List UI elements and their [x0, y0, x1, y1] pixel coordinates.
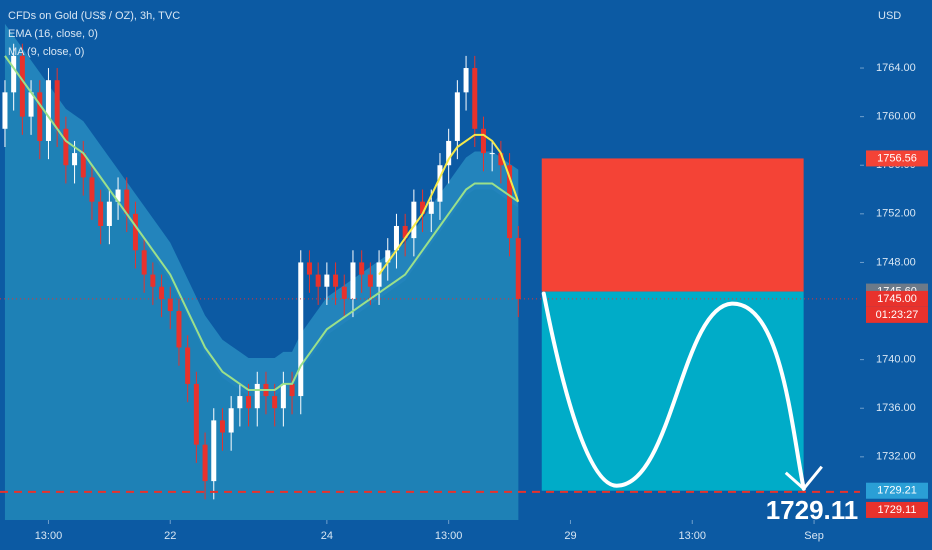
candle-body: [393, 225, 399, 251]
candle-body: [202, 444, 208, 482]
candle-body: [315, 274, 321, 287]
candle-body: [437, 165, 443, 202]
candle-body: [2, 92, 8, 129]
candle-body: [411, 201, 417, 239]
candle-body: [115, 189, 121, 202]
y-tick-label: 1752.00: [876, 208, 916, 220]
candle-body: [367, 274, 373, 287]
candle-body: [454, 92, 460, 141]
x-tick-label: 24: [321, 530, 333, 542]
candle-body: [489, 153, 495, 155]
target-line-label-bg: [866, 501, 928, 518]
candle-body: [54, 80, 60, 129]
candle-body: [72, 153, 78, 166]
countdown: 01:23:27: [876, 309, 919, 321]
candle-body: [359, 262, 365, 275]
legend-title: CFDs on Gold (US$ / OZ), 3h, TVC: [8, 10, 180, 22]
candle-body: [219, 420, 225, 433]
candle-body: [298, 262, 304, 397]
candle-body: [402, 225, 408, 239]
candle-body: [246, 396, 252, 409]
candle-body: [124, 189, 130, 214]
candle-body: [272, 396, 278, 409]
candle-body: [254, 383, 260, 409]
indicator-line: [4, 55, 519, 391]
candle-body: [341, 286, 347, 299]
y-tick-label: 1748.00: [876, 256, 916, 268]
candle-body: [463, 68, 469, 93]
legend-ma: MA (9, close, 0): [8, 46, 84, 58]
candle-body: [228, 408, 234, 433]
candle-body: [141, 250, 147, 275]
candle-body: [446, 140, 452, 166]
x-tick-label: 13:00: [678, 530, 706, 542]
candle-body: [306, 262, 312, 275]
last-price-label-bg: [866, 290, 928, 307]
stop-label-bg: [866, 150, 928, 167]
candle-body: [89, 177, 95, 202]
candle-body: [428, 201, 434, 214]
countdown-bg: [866, 306, 928, 323]
x-tick-label: 13:00: [35, 530, 63, 542]
candle-body: [480, 128, 486, 154]
candle-body: [420, 201, 426, 214]
candle-body: [28, 92, 34, 117]
y-tick-label: 1760.00: [876, 111, 916, 123]
candle-body: [106, 201, 112, 226]
candle-body: [19, 55, 25, 117]
indicator-line: [378, 133, 520, 276]
candle-body: [63, 128, 69, 166]
target-zone: [541, 291, 804, 491]
candle-body: [333, 274, 339, 287]
candle-body: [350, 262, 356, 299]
candle-body: [150, 274, 156, 287]
x-tick-label: Sep: [804, 530, 824, 542]
candle-body: [507, 165, 513, 239]
candle-body: [176, 311, 182, 348]
wave-arrow: [541, 291, 806, 491]
target-line-label: 1729.11: [878, 504, 917, 516]
candle-body: [237, 396, 243, 409]
candle-body: [185, 347, 191, 384]
candle-body: [472, 68, 478, 129]
legend-ema: EMA (16, close, 0): [8, 28, 98, 40]
plot-layer: 1732.00 1736.00 1740.00 1748.00 1752.00 1756.…: [2, 43, 916, 542]
candle-body: [45, 80, 51, 141]
y-tick-label: 1740.00: [876, 354, 916, 366]
candle-body: [11, 55, 17, 93]
candle-body: [385, 250, 391, 263]
candle-body: [498, 153, 504, 166]
x-tick-label: 22: [164, 530, 176, 542]
last-price-label: 1745.00: [877, 293, 917, 305]
candle-body: [289, 383, 295, 397]
target-text: 1729.11: [766, 495, 859, 525]
stop-zone: [541, 158, 804, 292]
candle-body: [132, 213, 138, 251]
candle-body: [159, 286, 165, 299]
candle-body: [211, 420, 217, 482]
candle-body: [37, 92, 43, 141]
candle-body: [98, 201, 104, 226]
y-tick-label: 1764.00: [876, 62, 916, 74]
candle-body: [167, 298, 173, 312]
overlay-layer: 1756.561745.601745.0001:23:271729.211729…: [0, 150, 928, 525]
band-layer: [4, 23, 519, 521]
target-label: 1729.21: [877, 485, 917, 497]
candle-body: [80, 153, 86, 178]
candle-body: [324, 274, 330, 287]
target-label-bg: [866, 482, 928, 499]
x-tick-label: 29: [564, 530, 576, 542]
candle-body: [515, 238, 521, 299]
currency: USD: [878, 10, 901, 22]
stop-label: 1756.56: [877, 152, 917, 164]
y-tick-label: 1732.00: [876, 451, 916, 463]
x-tick-label: 13:00: [435, 530, 463, 542]
arrow-head: [784, 465, 823, 491]
y-tick-label: 1736.00: [876, 402, 916, 414]
band-inner: [4, 61, 519, 521]
candle-body: [193, 383, 199, 445]
candle-body: [280, 383, 286, 409]
